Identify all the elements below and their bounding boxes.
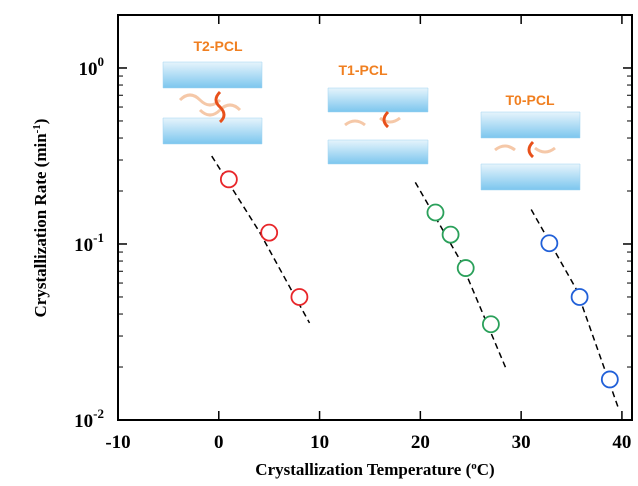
data-point	[441, 225, 460, 244]
annotation: T0-PCL	[506, 92, 555, 108]
y-axis-label: Crystallization Rate (min-1)	[31, 119, 50, 318]
y-tick-base: 10	[74, 235, 93, 256]
x-tick-label: 20	[411, 432, 430, 453]
data-point	[260, 223, 279, 242]
data-point	[600, 370, 619, 389]
x-tick-label: 30	[512, 432, 531, 453]
data-point	[456, 259, 475, 277]
annotation: T2-PCL	[194, 38, 243, 54]
data-point	[426, 203, 445, 222]
data-point	[540, 234, 559, 253]
annotation: T1-PCL	[339, 62, 388, 78]
data-point	[219, 170, 238, 189]
y-tick-base: 10	[74, 411, 93, 432]
y-tick-label: 10-1	[74, 230, 104, 256]
y-label-text: Crystallization Rate (min	[31, 133, 50, 318]
x-tick-label: 0	[214, 432, 224, 453]
illustrations	[162, 61, 581, 191]
x-tick-label: 40	[612, 432, 631, 453]
y-tick-label: 10-2	[74, 406, 104, 432]
y-tick-exp: 0	[98, 54, 105, 69]
data-point	[290, 288, 309, 306]
y-label-end: )	[31, 119, 50, 125]
x-tick-label: -10	[105, 432, 130, 453]
x-axis-label: Crystallization Temperature (oC)	[255, 460, 494, 479]
x-label-text: Crystallization Temperature (	[255, 460, 471, 479]
x-label-end: C)	[477, 460, 495, 479]
x-tick-label: 10	[310, 432, 329, 453]
y-tick-base: 10	[79, 59, 98, 80]
x-label-sup: o	[471, 460, 477, 472]
y-tick-label: 100	[79, 54, 105, 80]
data-point	[570, 288, 589, 306]
y-tick-exp: -1	[93, 230, 104, 245]
plot-frame	[117, 14, 633, 421]
y-label-sup: -1	[31, 124, 43, 133]
data-point	[482, 315, 500, 334]
y-tick-exp: -2	[93, 406, 104, 421]
